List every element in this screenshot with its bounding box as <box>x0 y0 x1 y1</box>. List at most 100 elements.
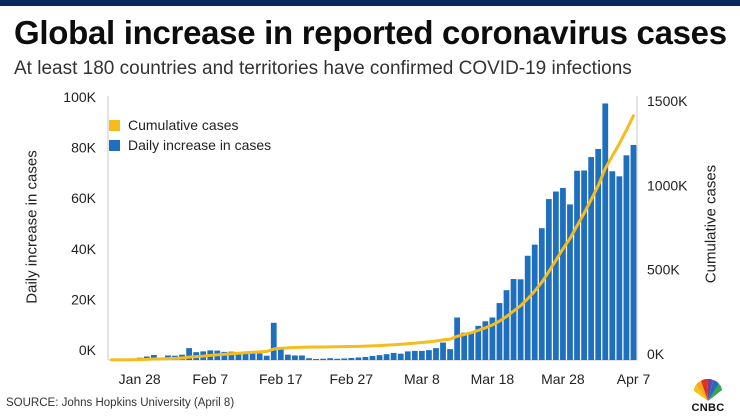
legend-swatch-daily <box>109 139 120 151</box>
x-tick-jan-28: Jan 28 <box>119 371 161 387</box>
bar-day-49 <box>447 349 453 360</box>
y-tick-100K: 100K <box>63 89 96 105</box>
legend-label-daily: Daily increase in cases <box>128 137 272 153</box>
x-tick-mar-18: Mar 18 <box>471 371 515 387</box>
bar-day-56 <box>496 303 503 360</box>
bar-day-44 <box>411 350 418 360</box>
bar-day-63 <box>545 199 552 360</box>
bar-day-69 <box>588 157 595 360</box>
y-tick-0K: 0K <box>79 342 97 358</box>
cnbc-logo: CNBC <box>684 378 732 414</box>
bar-day-36 <box>355 357 362 360</box>
bar-day-60 <box>524 255 531 360</box>
bar-day-40 <box>383 354 390 360</box>
bar-day-64 <box>552 191 559 360</box>
bar-day-52 <box>468 332 475 360</box>
bar-day-75 <box>630 144 637 360</box>
bar-day-39 <box>376 355 383 360</box>
source-note: SOURCE: Johns Hopkins University (April … <box>6 397 235 409</box>
bar-day-20 <box>242 353 249 360</box>
bar-day-68 <box>581 170 587 360</box>
bar-day-19 <box>235 352 242 360</box>
bar-day-74 <box>623 155 630 360</box>
x-tick-feb-17: Feb 17 <box>259 371 303 387</box>
y2-tick-1000K: 1000K <box>647 177 688 193</box>
y2-tick-1500K: 1500K <box>647 93 688 109</box>
bar-day-72 <box>609 171 616 360</box>
bar-day-50 <box>454 317 461 360</box>
bar-day-58 <box>510 279 517 360</box>
legend-item-daily: Daily increase in cases <box>109 135 271 155</box>
bar-day-34 <box>341 358 348 360</box>
bar-day-65 <box>560 187 566 360</box>
x-tick-apr-7: Apr 7 <box>617 371 651 387</box>
x-tick-mar-8: Mar 8 <box>404 371 440 387</box>
y-tick-60K: 60K <box>71 190 97 206</box>
x-tick-labels: Jan 28 Feb 7 Feb 17 Feb 27 Mar 8 Mar 18 Mar 28… <box>119 371 651 387</box>
bar-day-25 <box>277 347 284 360</box>
bar-day-61 <box>531 244 538 360</box>
legend-item-cumulative: Cumulative cases <box>109 115 271 135</box>
bar-day-37 <box>362 356 369 360</box>
legend-swatch-cumulative <box>109 119 120 131</box>
bar-day-71 <box>602 103 609 361</box>
bar-day-31 <box>320 358 327 360</box>
legend-label-cumulative: Cumulative cases <box>128 117 239 133</box>
bar-day-62 <box>538 228 545 360</box>
bar-day-33 <box>334 358 341 360</box>
bar-day-28 <box>299 355 305 360</box>
bar-day-70 <box>595 149 602 360</box>
top-brand-bar <box>0 0 740 6</box>
bar-day-42 <box>397 353 404 360</box>
right-tick-labels: 0K 500K 1000K 1500K <box>647 93 688 362</box>
bar-day-22 <box>256 353 263 360</box>
bar-day-32 <box>327 358 334 360</box>
bar-day-29 <box>306 358 312 360</box>
logo-text: CNBC <box>691 402 725 414</box>
chart-subtitle: At least 180 countries and territories h… <box>14 58 632 79</box>
chart-title: Global increase in reported coronavirus … <box>14 14 727 51</box>
bar-day-38 <box>369 355 376 360</box>
bar-day-67 <box>574 170 580 360</box>
bar-day-55 <box>489 317 496 360</box>
y-axis-label: Daily increase in cases <box>23 150 41 304</box>
x-tick-feb-7: Feb 7 <box>192 371 228 387</box>
bar-day-51 <box>461 332 468 360</box>
bar-day-73 <box>616 176 623 360</box>
x-tick-mar-28: Mar 28 <box>541 371 585 387</box>
bar-day-66 <box>567 204 573 360</box>
cumulative-line <box>110 114 635 362</box>
bar-day-57 <box>503 290 510 360</box>
bar-day-18 <box>228 351 235 360</box>
bar-day-48 <box>440 342 446 360</box>
bar-day-27 <box>292 355 298 360</box>
bar-day-23 <box>263 355 270 360</box>
x-tick-feb-27: Feb 27 <box>330 371 374 387</box>
bar-day-30 <box>313 358 319 360</box>
bar-day-12 <box>186 348 192 360</box>
bar-day-7 <box>150 354 157 360</box>
peacock-icon <box>693 378 722 401</box>
y2-axis-label: Cumulative cases <box>702 164 720 284</box>
bar-day-53 <box>475 325 482 360</box>
bar-day-45 <box>418 350 425 360</box>
bar-day-59 <box>517 279 524 360</box>
bar-day-21 <box>249 352 256 360</box>
bar-day-43 <box>404 351 411 360</box>
bar-day-47 <box>433 348 439 360</box>
bar-day-17 <box>221 351 228 360</box>
y-tick-40K: 40K <box>71 241 97 257</box>
left-tick-labels: 0K 20K 40K 60K 80K 100K <box>63 89 96 358</box>
y-tick-20K: 20K <box>71 291 97 307</box>
y2-tick-500K: 500K <box>647 262 680 278</box>
bar-day-54 <box>482 321 489 360</box>
y2-tick-0K: 0K <box>647 346 665 362</box>
bar-day-41 <box>390 352 397 360</box>
bar-day-24 <box>270 322 277 360</box>
bar-day-26 <box>284 354 291 360</box>
bar-day-46 <box>426 350 432 360</box>
y-tick-80K: 80K <box>71 140 97 156</box>
bar-day-35 <box>348 357 355 360</box>
legend: Cumulative cases Daily increase in cases <box>109 115 271 155</box>
